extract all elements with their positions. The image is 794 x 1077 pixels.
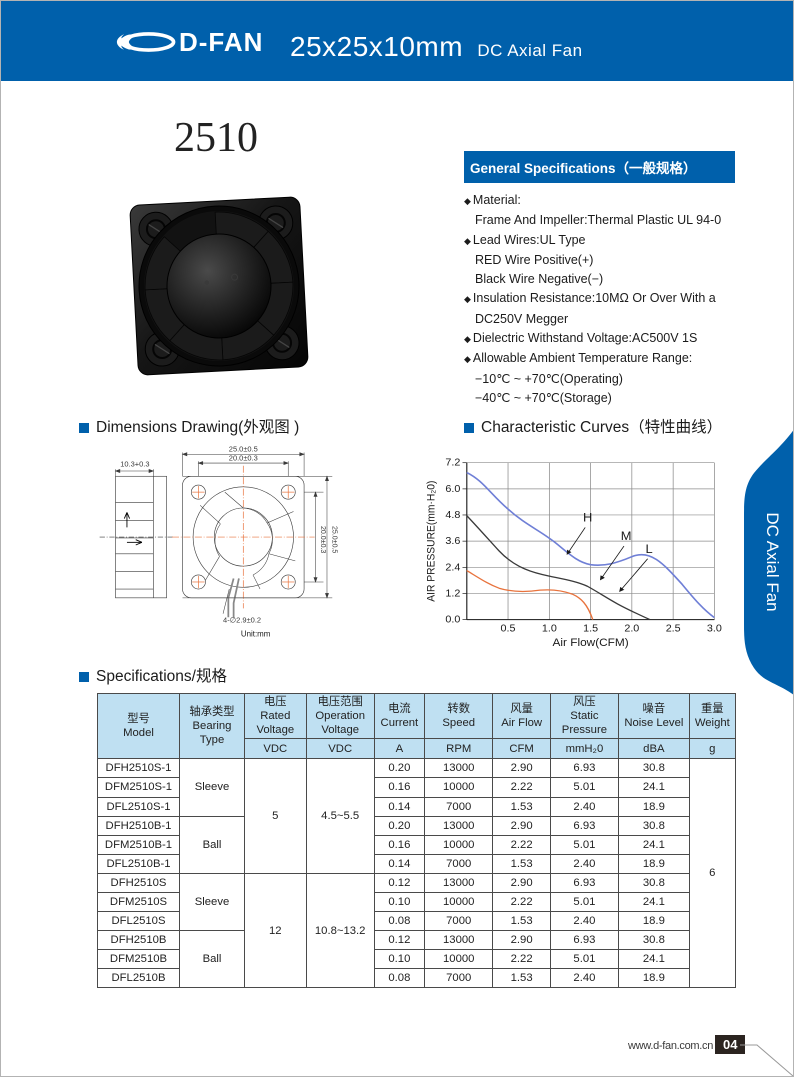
svg-text:2.4: 2.4 [445,563,460,573]
svg-text:10.3+0.3: 10.3+0.3 [120,460,149,469]
svg-text:M: M [621,530,632,543]
svg-text:L: L [645,542,652,555]
svg-text:20.0±0.3: 20.0±0.3 [319,526,326,553]
svg-text:6.0: 6.0 [445,484,460,494]
svg-text:25.0±0.5: 25.0±0.5 [229,445,258,454]
svg-text:Air Flow(CFM): Air Flow(CFM) [552,638,628,649]
svg-text:3.0: 3.0 [707,624,722,634]
svg-text:Unit:mm: Unit:mm [241,630,271,639]
svg-text:1.0: 1.0 [542,624,557,634]
svg-text:2.5: 2.5 [666,624,681,634]
svg-text:1.5: 1.5 [583,624,598,634]
svg-text:25.0±0.5: 25.0±0.5 [330,526,337,553]
svg-text:H: H [583,511,592,524]
svg-text:4-∅2.9±0.2: 4-∅2.9±0.2 [223,615,261,624]
svg-text:1.2: 1.2 [445,589,460,599]
svg-text:0.5: 0.5 [501,624,516,634]
svg-text:AIR PRESSURE(mm·H₂0): AIR PRESSURE(mm·H₂0) [425,481,438,602]
svg-text:20.0±0.3: 20.0±0.3 [229,453,258,462]
svg-text:3.6: 3.6 [445,536,460,546]
svg-text:DC Axial Fan: DC Axial Fan [763,512,782,611]
svg-text:4.8: 4.8 [445,510,460,520]
svg-text:0.0: 0.0 [445,615,460,625]
svg-text:7.2: 7.2 [445,458,460,468]
svg-text:2.0: 2.0 [624,624,639,634]
